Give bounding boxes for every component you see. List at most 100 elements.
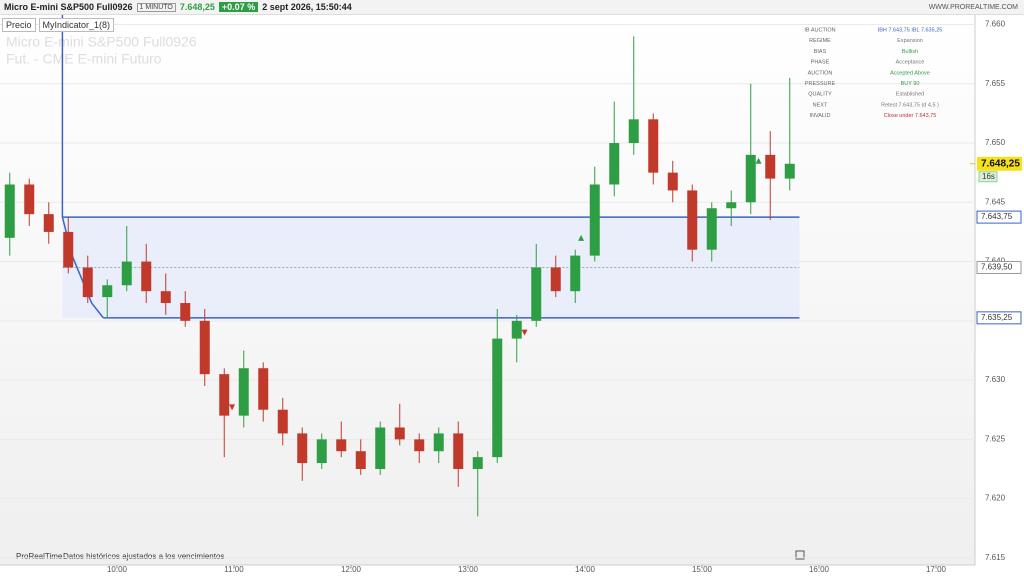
candle-body [531, 267, 542, 321]
datetime: 2 sept 2026, 15:50:44 [262, 2, 352, 12]
y-tick-label: 7.630 [985, 375, 1006, 384]
candle-body [394, 427, 405, 440]
candle-body [180, 303, 191, 321]
change: +0.07 % [218, 2, 259, 12]
level-label: 7.643,75 [981, 212, 1013, 221]
candle-body [63, 231, 74, 268]
info-label: BIAS [814, 49, 827, 55]
candle-body [570, 255, 581, 292]
candle-body [141, 261, 152, 292]
last-price-label: 7.648,25 [981, 158, 1020, 169]
chip[interactable]: Precio [2, 18, 36, 32]
y-tick-label: 7.615 [985, 553, 1006, 562]
candle-body [726, 202, 737, 209]
candle-body [589, 184, 600, 256]
candle-body [355, 451, 366, 469]
countdown-box [978, 171, 998, 183]
info-label: IB AUCTION [804, 27, 835, 33]
candle-body [511, 320, 522, 339]
level-box [976, 311, 1022, 325]
candle-body [784, 163, 795, 179]
signal [755, 157, 762, 164]
info-value: Established [896, 92, 924, 98]
website[interactable]: WWW.PROREALTIME.COM [928, 3, 1018, 11]
candle-body [628, 119, 639, 144]
y-tick-label: 7.625 [985, 434, 1006, 443]
candle-body [219, 374, 230, 416]
x-tick-label: 14:00 [575, 565, 596, 574]
candle-body [550, 267, 561, 292]
header: Micro E-mini S&P500 Full0926 1 MINUTO 7.… [0, 0, 1024, 15]
candle-body [609, 143, 620, 185]
level-box [976, 210, 1022, 224]
candle-body [160, 291, 171, 304]
x-tick-label: 16:00 [809, 565, 830, 574]
info-icon[interactable] [795, 550, 805, 560]
candle-body [667, 172, 678, 191]
candle-body [102, 285, 113, 298]
x-tick-label: 13:00 [458, 565, 479, 574]
info-label: INVALID [810, 113, 831, 119]
candle-body [745, 154, 756, 203]
brand: ProRealTime [16, 552, 63, 561]
x-tick-label: 15:00 [692, 565, 713, 574]
y-tick-label: 7.655 [985, 79, 1006, 88]
info-value: Bullish [902, 49, 918, 55]
info-value: Accepted Above [890, 70, 930, 76]
candle-body [433, 433, 444, 452]
info-label: PHASE [811, 60, 830, 66]
chip[interactable]: MyIndicator_1(8) [38, 18, 115, 32]
level-box [976, 260, 1022, 274]
x-tick-label: 11:00 [224, 565, 244, 574]
signal [521, 329, 528, 336]
x-tick-label: 12:00 [341, 565, 362, 574]
last-price-box [977, 156, 1022, 171]
info-value: Expansion [897, 38, 923, 44]
candle-body [453, 433, 464, 469]
signal [229, 404, 236, 411]
watermark: Micro E-mini S&P500 Full0926 [6, 34, 197, 50]
candle-body [4, 184, 15, 238]
candle-body [297, 433, 308, 464]
y-tick-label: 7.660 [985, 20, 1006, 29]
candle-body [706, 208, 717, 250]
info-label: REGIME [809, 38, 831, 44]
candle-body [24, 184, 35, 215]
candle-body [238, 368, 249, 416]
candle-body [414, 439, 425, 452]
y-tick-label: 7.645 [985, 197, 1006, 206]
y-tick-label: 7.620 [985, 494, 1006, 503]
x-tick-label: 10:00 [107, 565, 128, 574]
candle-body [199, 320, 210, 375]
info-value: Retest 7.643,75 (d 4,5 ) [881, 102, 939, 108]
candle-body [765, 154, 776, 179]
candle-body [43, 214, 54, 232]
candle-body [121, 261, 132, 286]
toolbar: Precio MyIndicator_1(8) [2, 18, 115, 32]
candle-body [648, 119, 659, 173]
info-label: NEXT [813, 102, 828, 108]
info-value: Close under 7.643,75 [884, 113, 937, 119]
instrument: Micro E-mini S&P500 Full0926 [4, 2, 133, 12]
x-tick-label: 17:00 [926, 565, 947, 574]
footer-note: Datos históricos ajustados a los vencimi… [63, 552, 224, 561]
y-tick-label: 7.650 [985, 138, 1006, 147]
watermark: Fut. - CME E-mini Futuro [6, 51, 162, 67]
candle-body [258, 368, 269, 410]
info-value: IBH 7.643,75 IBL 7.635,25 [878, 27, 943, 33]
info-value: Acceptance [896, 60, 925, 66]
signal [578, 234, 585, 241]
candle-body [336, 439, 347, 452]
info-label: QUALITY [808, 92, 832, 98]
candle-body [492, 338, 503, 458]
candle-body [472, 457, 483, 469]
timeframe[interactable]: 1 MINUTO [136, 2, 176, 12]
info-label: PRESSURE [805, 81, 836, 87]
price: 7.648,25 [179, 2, 215, 12]
candle-body [375, 427, 386, 469]
candle-body [82, 267, 93, 298]
candle-body [687, 190, 698, 250]
info-label: AUCTION [808, 70, 833, 76]
candle-body [316, 439, 327, 464]
